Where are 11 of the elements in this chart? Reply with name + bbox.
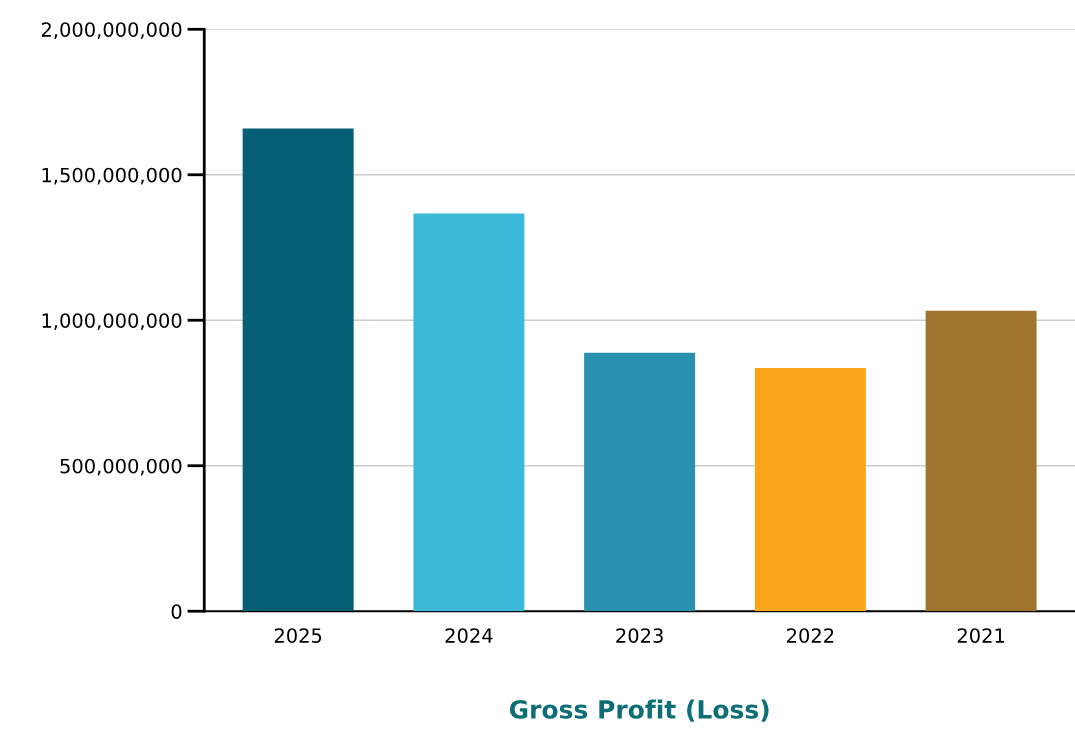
y-tick-label: 1,500,000,000 <box>42 167 182 185</box>
x-tick-label: 2021 <box>957 628 1005 643</box>
y-tick-label: 1,000,000,000 <box>42 313 182 330</box>
x-tick-label: 2023 <box>616 628 663 643</box>
y-tick-label: 500,000,000 <box>60 458 182 476</box>
y-tick-label: 0 <box>171 604 182 619</box>
x-tick-label: 2024 <box>445 628 493 643</box>
x-axis-title: Gross Profit (Loss) <box>509 699 769 722</box>
y-tick-label: 2,000,000,000 <box>41 22 182 39</box>
x-tick-label: 2022 <box>787 628 834 643</box>
x-tick-label: 2025 <box>274 628 322 643</box>
